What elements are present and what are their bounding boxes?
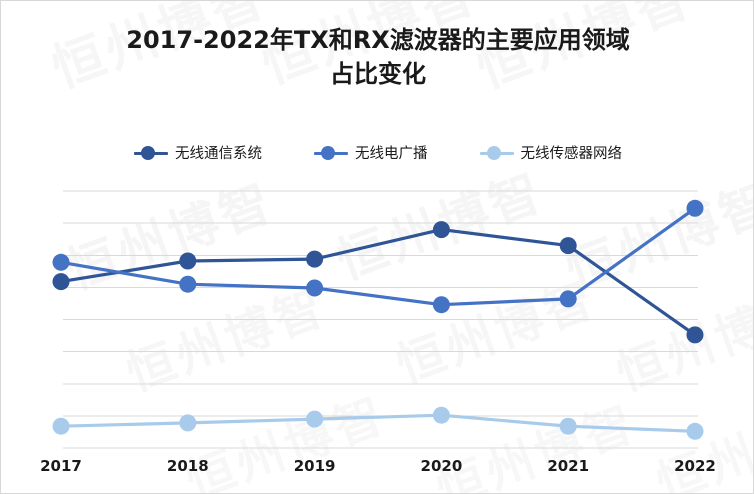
series-markers [52, 199, 704, 440]
data-point-marker[interactable] [559, 290, 577, 308]
legend-item-2[interactable]: 无线电广播 [314, 142, 428, 163]
chart-legend: 无线通信系统 无线电广播 无线传感器网络 [1, 142, 753, 163]
data-point-marker[interactable] [179, 275, 197, 293]
data-point-marker[interactable] [179, 414, 197, 432]
x-axis-tick-label: 2019 [293, 457, 336, 475]
legend-circle-line-marker [479, 145, 514, 160]
data-point-marker[interactable] [52, 417, 70, 435]
data-point-marker[interactable] [52, 253, 70, 271]
legend-item-label: 无线电广播 [355, 146, 428, 162]
legend-circle-line-marker [134, 145, 168, 160]
series-line-2 [59, 206, 697, 307]
series-line-3 [59, 413, 697, 433]
data-point-marker[interactable] [306, 250, 324, 268]
data-point-marker[interactable] [559, 417, 577, 435]
legend-item-3[interactable]: 无线传感器网络 [479, 142, 623, 163]
data-point-marker[interactable] [179, 252, 197, 270]
x-axis-labels: 2017 2018 2019 2020 2021 2022 [1, 457, 753, 483]
series-lines [59, 206, 697, 433]
legend-item-label: 无线通信系统 [175, 146, 262, 162]
legend-circle-line-marker [314, 145, 348, 160]
x-axis-tick-label: 2017 [40, 457, 82, 475]
x-axis-tick-label: 2018 [166, 457, 209, 475]
data-point-marker[interactable] [432, 296, 450, 314]
data-point-marker[interactable] [432, 406, 450, 424]
legend-dot-swatch [486, 145, 501, 160]
x-axis-tick-label: 2022 [674, 457, 716, 475]
gridlines [63, 190, 698, 449]
data-point-marker[interactable] [686, 199, 704, 217]
legend-item-label: 无线传感器网络 [520, 146, 623, 162]
data-point-marker[interactable] [306, 279, 324, 297]
data-point-marker[interactable] [686, 422, 704, 440]
x-axis-tick-label: 2020 [420, 457, 463, 475]
page-title: 2017-2022年TX和RX滤波器的主要应用领域 占比变化 [1, 23, 753, 91]
legend-item-1[interactable]: 无线通信系统 [134, 142, 262, 163]
chart-title-line-2: 占比变化 [330, 60, 426, 88]
legend-dot-swatch [141, 145, 155, 160]
data-point-marker[interactable] [306, 410, 324, 428]
legend-dot-swatch [321, 145, 335, 160]
data-point-marker[interactable] [432, 221, 450, 239]
data-point-marker[interactable] [559, 237, 577, 255]
chart-title-line-1: 2017-2022年TX和RX滤波器的主要应用领域 [126, 26, 630, 54]
data-point-marker[interactable] [686, 326, 704, 344]
series-line-1 [59, 228, 697, 337]
data-point-marker[interactable] [52, 273, 70, 291]
x-axis-tick-label: 2021 [547, 457, 590, 475]
